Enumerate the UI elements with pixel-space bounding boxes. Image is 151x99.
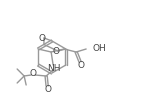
Text: O: O (45, 86, 52, 95)
Text: NH: NH (47, 64, 61, 73)
Text: O: O (78, 61, 85, 70)
Text: OH: OH (92, 44, 106, 53)
Text: O: O (52, 47, 59, 56)
Text: O: O (39, 33, 45, 42)
Text: O: O (29, 69, 36, 78)
